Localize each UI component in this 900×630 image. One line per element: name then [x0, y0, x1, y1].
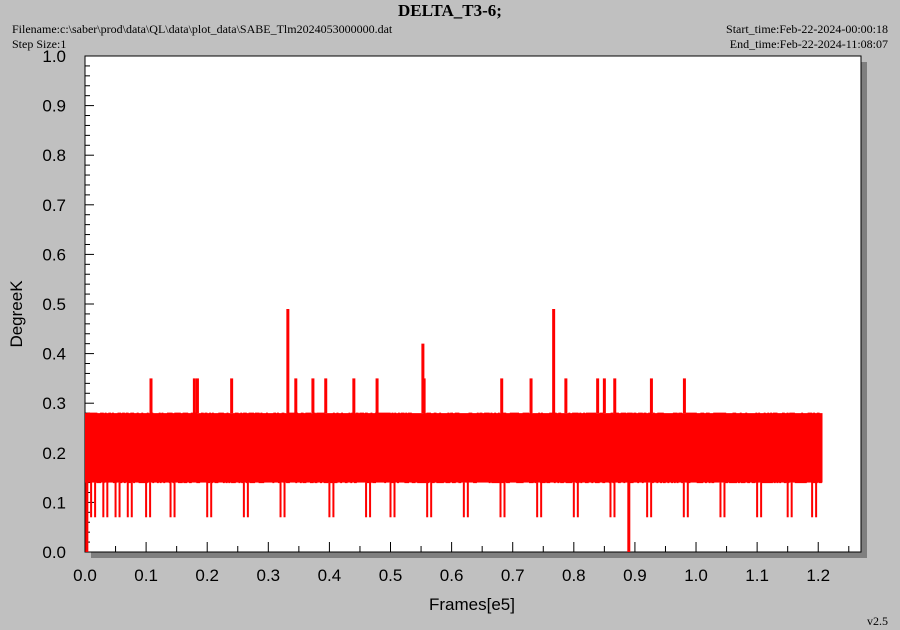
x-tick-label: 0.4 — [318, 566, 342, 585]
x-tick-label: 0.8 — [562, 566, 586, 585]
x-tick-label: 0.2 — [195, 566, 219, 585]
x-tick-label: 0.9 — [623, 566, 647, 585]
y-tick-label: 0.6 — [42, 245, 66, 264]
x-tick-label: 0.7 — [501, 566, 525, 585]
y-tick-label: 1.0 — [42, 47, 66, 66]
x-tick-label: 1.1 — [745, 566, 769, 585]
y-tick-label: 0.7 — [42, 196, 66, 215]
x-tick-label: 1.2 — [806, 566, 830, 585]
filename-label: Filename:c:\saber\prod\data\QL\data\plot… — [12, 22, 393, 36]
chart-title: DELTA_T3-6; — [398, 1, 502, 20]
y-tick-label: 0.8 — [42, 146, 66, 165]
x-tick-label: 0.3 — [256, 566, 280, 585]
x-tick-label: 0.6 — [440, 566, 464, 585]
start-time-label: Start_time:Feb-22-2024-00:00:18 — [726, 22, 888, 36]
x-axis-title: Frames[e5] — [429, 595, 515, 614]
y-tick-label: 0.2 — [42, 444, 66, 463]
signal-trace — [85, 412, 822, 484]
y-tick-label: 0.1 — [42, 493, 66, 512]
y-tick-label: 0.3 — [42, 394, 66, 413]
y-tick-label: 0.9 — [42, 97, 66, 116]
x-tick-label: 0.0 — [73, 566, 97, 585]
version-label: v2.5 — [867, 614, 888, 628]
data-series — [85, 308, 823, 552]
y-tick-label: 0.4 — [42, 345, 66, 364]
x-tick-label: 1.0 — [684, 566, 708, 585]
tick-labels: 0.0 0.1 0.2 0.3 0.4 0.5 0.6 0.7 0.8 0.9 1.0 0.0 0.1 0… — [42, 47, 830, 585]
x-tick-label: 0.1 — [134, 566, 158, 585]
x-tick-label: 0.5 — [379, 566, 403, 585]
y-tick-label: 0.5 — [42, 295, 66, 314]
step-size-label: Step Size:1 — [12, 37, 67, 51]
y-axis-title: DegreeK — [7, 280, 26, 348]
y-tick-label: 0.0 — [42, 543, 66, 562]
end-time-label: End_time:Feb-22-2024-11:08:07 — [729, 37, 888, 51]
